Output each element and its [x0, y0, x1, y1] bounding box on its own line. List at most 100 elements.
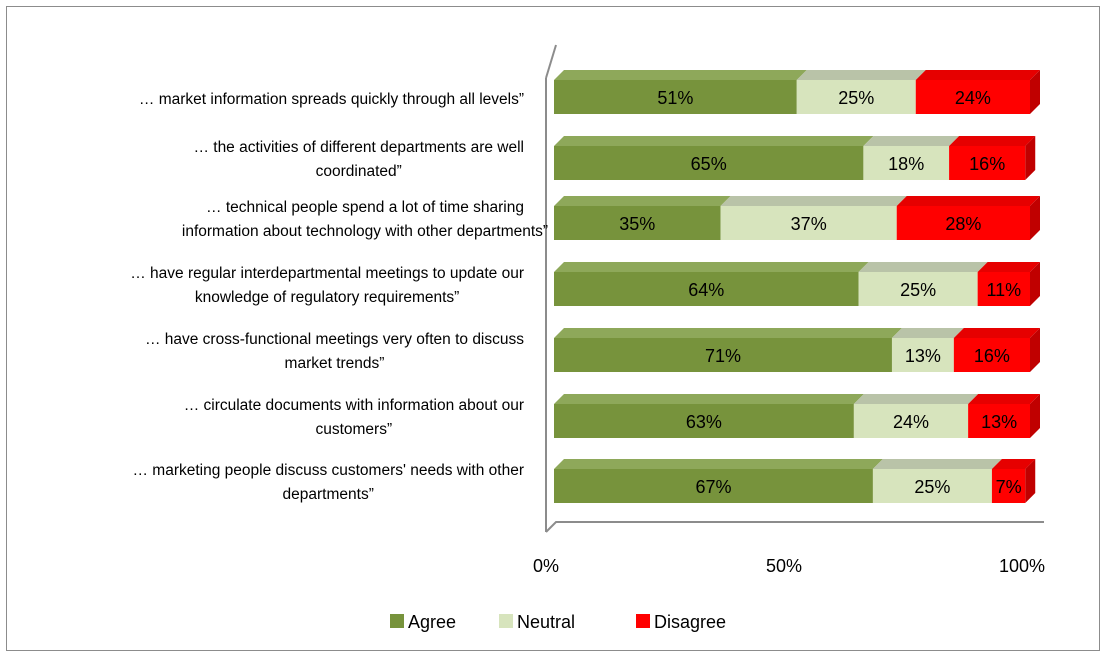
x-tick-label: 50% [766, 556, 802, 576]
bar-segment-disagree [896, 206, 1030, 240]
bar-segment-neutral [796, 80, 916, 114]
bar-segment-agree [554, 404, 854, 438]
bar-segment-disagree [977, 272, 1030, 306]
bar-segment-top [977, 262, 1040, 272]
category-label-line: market trends” [285, 355, 385, 372]
data-label: 25% [900, 280, 936, 300]
data-label: 28% [945, 214, 981, 234]
bar-segment-neutral [858, 272, 978, 306]
chart-frame: … market information spreads quickly thr… [6, 6, 1100, 651]
x-tick-label: 0% [533, 556, 559, 576]
data-label: 24% [955, 88, 991, 108]
data-label: 35% [619, 214, 655, 234]
bar-group: 35% 37% 28% [554, 196, 1040, 240]
bar-segment-top [554, 459, 883, 469]
bars-layer: 51% 25% 24% 65% 18% 16% 35% 37% 28% 64% 25% 11% 71% 1… [554, 70, 1040, 503]
x-axis-ticks: 0% 50% 100% [533, 556, 1045, 576]
legend-label: Disagree [654, 612, 726, 632]
bar-segment-side [1030, 394, 1040, 438]
bar-segment-agree [554, 206, 721, 240]
data-label: 16% [974, 346, 1010, 366]
bar-segment-top [554, 328, 902, 338]
bar-segment-top [891, 328, 964, 338]
data-label: 18% [888, 154, 924, 174]
bar-segment-top [554, 262, 869, 272]
bar-segment-disagree [968, 404, 1030, 438]
category-label-line: … technical people spend a lot of time s… [206, 199, 524, 216]
axis-wall-top-edge [545, 44, 557, 79]
bar-segment-top [915, 70, 1040, 80]
category-label-line: … the activities of different department… [193, 139, 524, 156]
bar-segment-top [858, 262, 988, 272]
legend-swatch [636, 614, 650, 628]
legend-label: Agree [408, 612, 456, 632]
category-label-line: coordinated” [316, 163, 402, 180]
data-label: 37% [791, 214, 827, 234]
bar-segment-top [796, 70, 926, 80]
bar-group: 51% 25% 24% [554, 70, 1040, 114]
data-label: 24% [893, 412, 929, 432]
bar-segment-side [1030, 328, 1040, 372]
category-label-line: information about technology with other … [182, 223, 548, 240]
bar-segment-agree [554, 272, 859, 306]
bar-segment-top [554, 70, 807, 80]
data-label: 63% [686, 412, 722, 432]
bar-segment-top [872, 459, 1002, 469]
data-label: 11% [986, 280, 1021, 300]
category-labels: … market information spreads quickly thr… [130, 91, 548, 503]
category-label: … market information spreads quickly thr… [139, 91, 524, 108]
category-label-line: … have regular interdepartmental meeting… [130, 265, 524, 282]
bar-segment-top [554, 136, 874, 146]
bar-group: 67% 25% 7% [554, 459, 1036, 503]
bar-group: 65% 18% 16% [554, 136, 1036, 180]
data-label: 71% [705, 346, 741, 366]
category-label-line: customers” [315, 421, 392, 438]
stacked-bar-chart: … market information spreads quickly thr… [130, 44, 1045, 632]
category-label-line: … marketing people discuss customers' ne… [132, 462, 524, 479]
bar-group: 63% 24% 13% [554, 394, 1040, 438]
bar-segment-top [968, 394, 1040, 404]
bar-segment-top [896, 196, 1040, 206]
bar-segment-neutral [720, 206, 897, 240]
bar-segment-top [953, 328, 1040, 338]
data-label: 16% [969, 154, 1005, 174]
bar-segment-agree [554, 80, 797, 114]
bar-segment-side [1030, 262, 1040, 306]
data-label: 64% [688, 280, 724, 300]
bar-segment-top [720, 196, 907, 206]
bar-segment-disagree [953, 338, 1030, 372]
bar-segment-neutral [891, 338, 954, 372]
data-label: 67% [695, 477, 731, 497]
bar-segment-side [1030, 196, 1040, 240]
legend-label: Neutral [517, 612, 575, 632]
bar-segment-agree [554, 146, 864, 180]
category-label-line: … have cross-functional meetings very of… [145, 331, 524, 348]
data-label: 65% [691, 154, 727, 174]
bar-segment-side [1025, 459, 1036, 503]
bar-segment-top [554, 196, 731, 206]
data-label: 13% [905, 346, 941, 366]
data-label: 25% [838, 88, 874, 108]
bar-segment-top [991, 459, 1036, 469]
bar-segment-side [1025, 136, 1036, 180]
bar-segment-top [863, 136, 960, 146]
category-label-line: … circulate documents with information a… [184, 397, 524, 414]
bar-segment-disagree [915, 80, 1030, 114]
bar-segment-neutral [853, 404, 969, 438]
category-label-line: departments” [283, 486, 374, 503]
data-label: 25% [914, 477, 950, 497]
bar-segment-disagree [949, 146, 1026, 180]
data-label: 13% [981, 412, 1017, 432]
x-axis-floor-line [545, 521, 1044, 533]
legend: Agree Neutral Disagree [390, 612, 726, 632]
bar-segment-agree [554, 338, 892, 372]
legend-swatch [390, 614, 404, 628]
data-label: 51% [657, 88, 693, 108]
axis-layer [545, 44, 1044, 533]
category-label-line: knowledge of regulatory requirements” [195, 289, 460, 306]
data-label: 7% [996, 477, 1022, 497]
bar-segment-neutral [872, 469, 992, 503]
bar-group: 64% 25% 11% [554, 262, 1040, 306]
legend-swatch [499, 614, 513, 628]
bar-segment-top [853, 394, 979, 404]
